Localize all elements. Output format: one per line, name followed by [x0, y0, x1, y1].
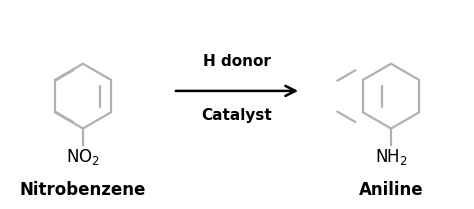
Text: NH$_2$: NH$_2$ — [374, 147, 408, 167]
Text: Catalyst: Catalyst — [201, 108, 273, 123]
Text: Nitrobenzene: Nitrobenzene — [20, 181, 146, 199]
Text: Aniline: Aniline — [359, 181, 423, 199]
Text: NO$_2$: NO$_2$ — [66, 147, 100, 167]
Text: H donor: H donor — [203, 54, 271, 69]
